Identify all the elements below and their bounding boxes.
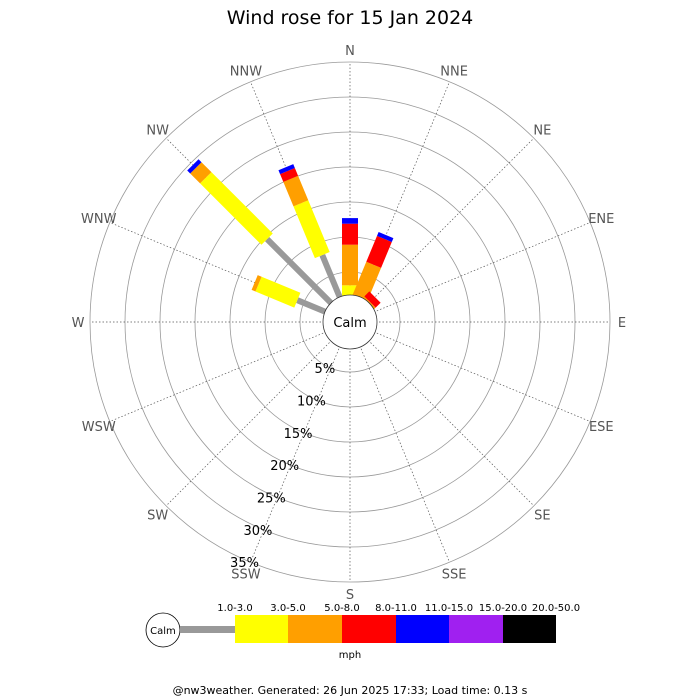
grid-spoke [360,332,535,507]
direction-label: SSE [442,567,467,582]
legend-swatch [235,615,288,643]
direction-label: S [346,588,354,603]
legend-swatch [288,615,342,643]
legend-calm-label: Calm [150,626,176,637]
direction-label: SE [534,508,550,523]
ring-label: 15% [284,427,313,442]
legend-bin-label: 11.0-15.0 [425,603,473,614]
calm-circle [322,294,378,350]
legend-swatch [342,615,396,643]
chart-title: Wind rose for 15 Jan 2024 [227,7,474,29]
legend-bin-label: 15.0-20.0 [479,603,527,614]
wind-bar-segment [251,275,262,292]
legend-unit: mph [339,650,361,661]
direction-label: E [618,316,626,331]
grid-spoke [250,335,345,563]
wind-bar-segment [293,200,330,259]
wind-bar-segment [342,223,358,245]
wind-bar-segment [280,167,299,182]
legend-bin-label: 8.0-11.0 [375,603,417,614]
grid-spoke [355,335,450,563]
ring-label: 5% [315,362,336,377]
grid-spoke [363,222,591,317]
ring-label: 35% [230,556,259,571]
wind-bar-segment [366,235,392,268]
direction-label: NNW [230,65,262,80]
ring-labels: 5% 10% 15% 20% 25% 30% 35% [230,362,335,571]
wind-bar-segment [342,244,358,286]
direction-label: NNE [440,65,468,80]
wind-bar-segment [200,172,273,245]
legend-bin-label: 5.0-8.0 [324,603,359,614]
wind-bar-segment [265,237,342,314]
ring-label: 25% [257,492,286,507]
direction-label: SW [147,508,168,523]
direction-label: ENE [588,212,614,227]
grid-spoke [165,332,340,507]
direction-label: WNW [81,212,117,227]
direction-label: SSW [231,567,261,582]
calm-center: Calm [322,294,378,350]
wind-bar-segment [352,261,382,302]
wind-bar-segment [187,159,202,174]
grid-spoke [109,222,337,317]
legend-swatch [396,615,449,643]
direction-label: NE [533,124,551,139]
wind-bar-segment [255,276,301,308]
grid-spoke [355,81,450,309]
direction-label: N [345,44,355,59]
grid-ring [89,61,611,583]
legend-bin-label: 20.0-50.0 [532,603,580,614]
legend-swatch [180,626,235,633]
direction-labels: N NNE NE ENE E ESE SE SSE S SSW SW WSW W WNW NW NNW [72,44,627,603]
wind-bar-segment [319,253,348,310]
direction-label: ESE [589,420,614,435]
ring-label: 20% [270,459,299,474]
wind-bar-segment [278,164,295,175]
footer-text: @nw3weather. Generated: 26 Jun 2025 17:3… [173,684,528,697]
legend-swatch [503,615,556,643]
wind-bar-segment [377,232,394,243]
legend-bin-label: 1.0-3.0 [217,603,252,614]
ring-label: 30% [243,524,272,539]
speed-legend: mph Calm 1.0-3.0 3.0-5.0 5.0-8.0 8.0-11.0 11.… [145,603,580,661]
legend-bin-label: 3.0-5.0 [270,603,305,614]
wind-bar-segment [342,218,358,224]
wind-bar-segment [283,175,309,207]
direction-label: NW [146,124,169,139]
calm-label: Calm [333,316,366,331]
legend-swatch [449,615,503,643]
wind-bar-segment [190,162,212,184]
grid-spoke [363,327,591,422]
grid-spoke [109,327,337,422]
direction-label: WSW [82,420,116,435]
ring-label: 10% [297,395,326,410]
direction-label: W [72,316,85,331]
wind-bar-segment [364,291,381,308]
grid-spoke [360,137,535,312]
